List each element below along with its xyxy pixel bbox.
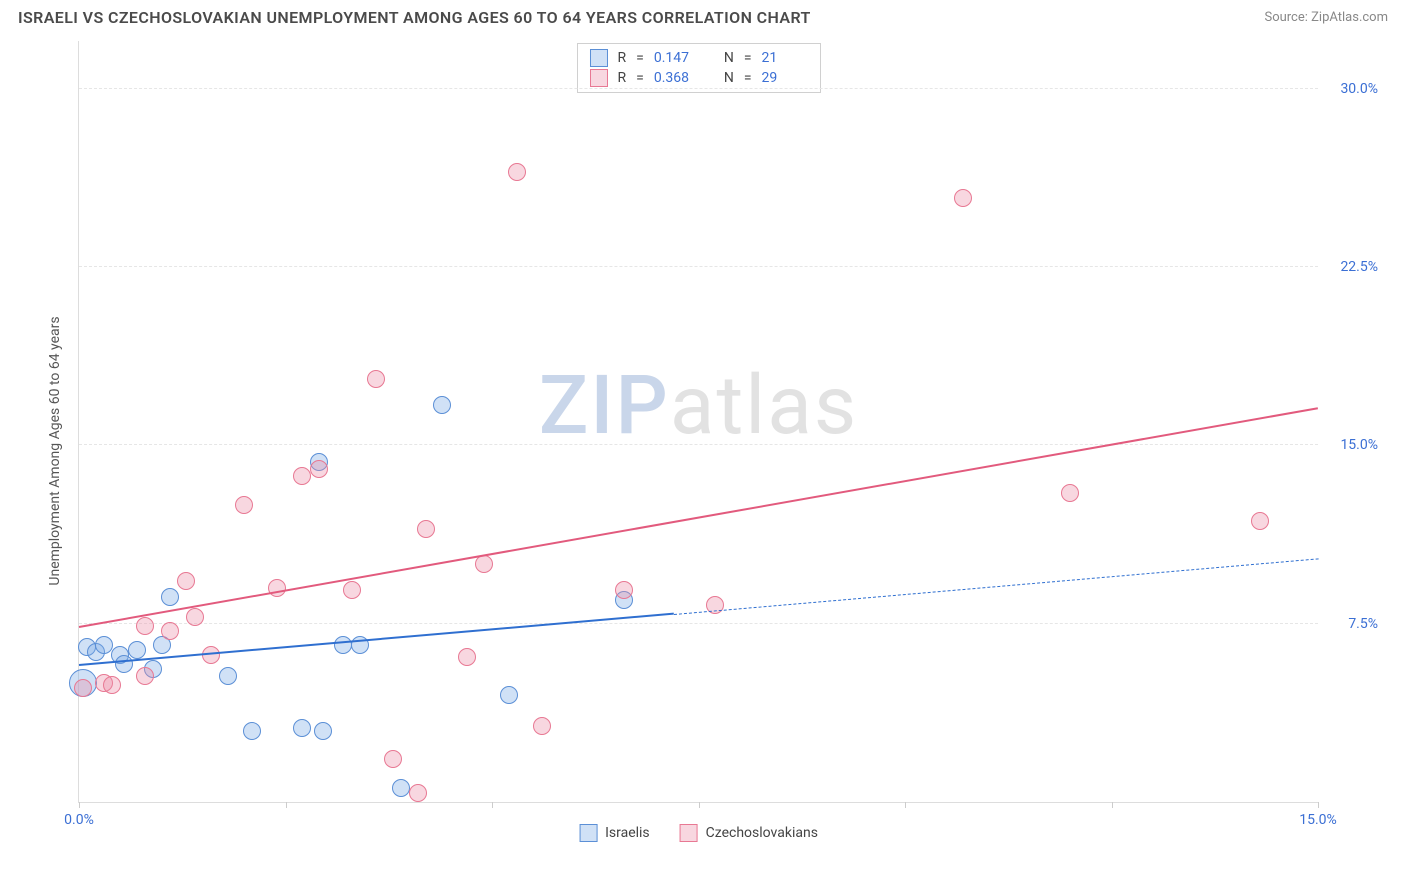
plot-area: ZIPatlas R = 0.147N = 21R = 0.368N = 29 … xyxy=(78,41,1318,803)
scatter-point-czechoslovakians xyxy=(1251,512,1269,530)
watermark: ZIPatlas xyxy=(539,358,858,454)
scatter-point-czechoslovakians xyxy=(103,676,121,694)
legend-item-israelis: Israelis xyxy=(579,824,650,842)
scatter-point-israelis xyxy=(219,667,237,685)
stats-row-israelis: R = 0.147 N = 21 xyxy=(589,48,807,68)
scatter-point-israelis xyxy=(392,779,410,797)
x-tick xyxy=(492,802,493,808)
scatter-point-israelis xyxy=(500,686,518,704)
x-tick xyxy=(79,802,80,808)
scatter-point-israelis xyxy=(293,719,311,737)
scatter-point-czechoslovakians xyxy=(508,163,526,181)
legend-item-czechoslovakians: Czechoslovakians xyxy=(680,824,818,842)
chart-title: ISRAELI VS CZECHOSLOVAKIAN UNEMPLOYMENT … xyxy=(18,8,811,27)
y-tick-label: 22.5% xyxy=(1340,259,1378,275)
scatter-point-czechoslovakians xyxy=(268,579,286,597)
legend-swatch-czechoslovakians xyxy=(680,824,698,842)
scatter-point-czechoslovakians xyxy=(367,370,385,388)
x-tick xyxy=(1318,802,1319,808)
source-label: Source: xyxy=(1264,10,1311,25)
y-tick-label: 15.0% xyxy=(1340,437,1378,453)
scatter-point-czechoslovakians xyxy=(417,520,435,538)
scatter-point-czechoslovakians xyxy=(161,622,179,640)
gridline-h xyxy=(79,444,1318,445)
scatter-point-czechoslovakians xyxy=(177,572,195,590)
swatch-israelis xyxy=(589,49,607,67)
scatter-point-czechoslovakians xyxy=(954,189,972,207)
n-value-czechoslovakians: 29 xyxy=(762,70,808,86)
gridline-h xyxy=(79,623,1318,624)
scatter-point-israelis xyxy=(95,636,113,654)
stats-row-czechoslovakians: R = 0.368 N = 29 xyxy=(589,68,807,88)
r-label: R xyxy=(617,70,626,86)
equals: = xyxy=(636,50,644,66)
scatter-point-czechoslovakians xyxy=(293,467,311,485)
r-label: R xyxy=(617,50,626,66)
scatter-point-czechoslovakians xyxy=(310,460,328,478)
scatter-point-czechoslovakians xyxy=(1061,484,1079,502)
chart-container: Unemployment Among Ages 60 to 64 years Z… xyxy=(50,33,1388,853)
watermark-zip: ZIP xyxy=(539,358,670,454)
gridline-h xyxy=(79,266,1318,267)
scatter-point-czechoslovakians xyxy=(533,717,551,735)
scatter-point-czechoslovakians xyxy=(458,648,476,666)
legend-label-israelis: Israelis xyxy=(605,825,650,841)
equals: = xyxy=(744,50,752,66)
scatter-point-czechoslovakians xyxy=(615,581,633,599)
scatter-point-israelis xyxy=(433,396,451,414)
scatter-point-israelis xyxy=(314,722,332,740)
x-tick xyxy=(286,802,287,808)
r-value-israelis: 0.147 xyxy=(654,50,700,66)
x-tick-label: 15.0% xyxy=(1299,812,1337,828)
y-tick-label: 30.0% xyxy=(1340,81,1378,97)
scatter-point-czechoslovakians xyxy=(186,608,204,626)
legend-swatch-israelis xyxy=(579,824,597,842)
scatter-point-czechoslovakians xyxy=(343,581,361,599)
y-tick-label: 7.5% xyxy=(1348,616,1378,632)
legend-label-czechoslovakians: Czechoslovakians xyxy=(706,825,818,841)
x-tick-label: 0.0% xyxy=(64,812,94,828)
n-value-israelis: 21 xyxy=(762,50,808,66)
source-name: ZipAtlas.com xyxy=(1311,10,1388,25)
scatter-point-israelis xyxy=(334,636,352,654)
scatter-point-israelis xyxy=(115,655,133,673)
r-value-czechoslovakians: 0.368 xyxy=(654,70,700,86)
n-label: N xyxy=(724,50,734,66)
scatter-point-czechoslovakians xyxy=(475,555,493,573)
stats-box: R = 0.147 N = 21 R = 0.368 N = 29 xyxy=(576,43,820,93)
gridline-h xyxy=(79,88,1318,89)
swatch-czechoslovakians xyxy=(589,69,607,87)
y-axis-label: Unemployment Among Ages 60 to 64 years xyxy=(47,316,63,585)
title-bar: ISRAELI VS CZECHOSLOVAKIAN UNEMPLOYMENT … xyxy=(0,0,1406,33)
legend-bottom: Israelis Czechoslovakians xyxy=(579,824,818,842)
source-attribution: Source: ZipAtlas.com xyxy=(1264,10,1388,25)
scatter-point-israelis xyxy=(128,641,146,659)
x-tick xyxy=(1112,802,1113,808)
scatter-point-czechoslovakians xyxy=(136,617,154,635)
scatter-point-czechoslovakians xyxy=(74,679,92,697)
scatter-point-czechoslovakians xyxy=(136,667,154,685)
scatter-point-israelis xyxy=(161,588,179,606)
x-tick xyxy=(905,802,906,808)
equals: = xyxy=(636,70,644,86)
trend-line-israelis-dashed xyxy=(674,558,1318,615)
scatter-point-israelis xyxy=(243,722,261,740)
scatter-point-czechoslovakians xyxy=(384,750,402,768)
trend-line-czechoslovakians xyxy=(79,408,1318,629)
scatter-point-czechoslovakians xyxy=(235,496,253,514)
equals: = xyxy=(744,70,752,86)
scatter-point-czechoslovakians xyxy=(409,784,427,802)
x-tick xyxy=(699,802,700,808)
watermark-atlas: atlas xyxy=(670,358,858,454)
n-label: N xyxy=(724,70,734,86)
